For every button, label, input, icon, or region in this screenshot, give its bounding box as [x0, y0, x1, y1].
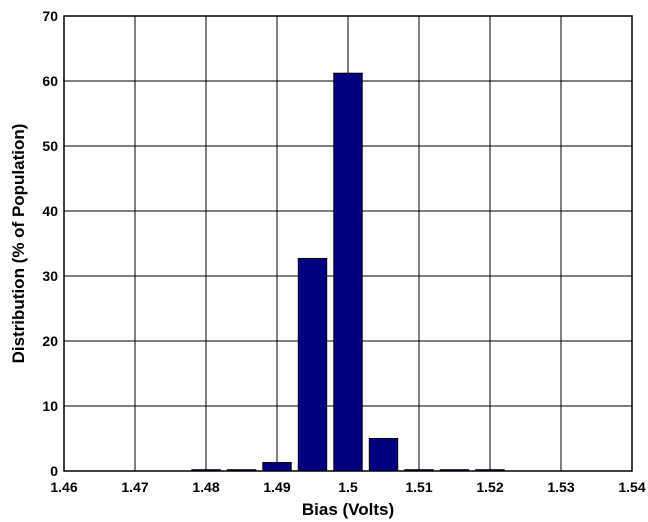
bars: [191, 72, 505, 472]
bar-1.49: [262, 462, 292, 472]
x-tick-label: 1.46: [50, 479, 77, 495]
bar-1.51: [404, 469, 434, 472]
x-tick-label: 1.48: [192, 479, 219, 495]
bar-1.48: [191, 469, 221, 472]
x-tick-label: 1.47: [121, 479, 148, 495]
x-tick-label: 1.53: [547, 479, 574, 495]
bar-1.52: [475, 469, 505, 472]
x-tick-labels: 1.46 1.47 1.48 1.49 1.5 1.51 1.52 1.53 1.54: [50, 479, 645, 495]
x-tick-label: 1.52: [476, 479, 503, 495]
x-axis-title: Bias (Volts): [302, 500, 394, 519]
bar-1.515: [439, 469, 470, 472]
bar-1.505: [368, 438, 399, 472]
x-tick-label: 1.49: [263, 479, 290, 495]
x-tick-label: 1.5: [338, 479, 358, 495]
y-tick-labels: 0 10 20 30 40 50 60 70: [42, 8, 58, 479]
y-axis-title: Distribution (% of Population): [9, 124, 28, 364]
y-tick-label: 30: [42, 268, 58, 284]
bar-1.5: [333, 72, 363, 472]
y-tick-label: 70: [42, 8, 58, 24]
y-tick-label: 50: [42, 138, 58, 154]
bar-1.495: [297, 257, 328, 472]
x-tick-label: 1.54: [618, 479, 645, 495]
x-tick-label: 1.51: [405, 479, 432, 495]
y-tick-label: 60: [42, 73, 58, 89]
y-tick-label: 20: [42, 333, 58, 349]
y-tick-label: 40: [42, 203, 58, 219]
y-tick-label: 10: [42, 398, 58, 414]
bar-1.485: [226, 469, 257, 472]
y-tick-label: 0: [50, 463, 58, 479]
